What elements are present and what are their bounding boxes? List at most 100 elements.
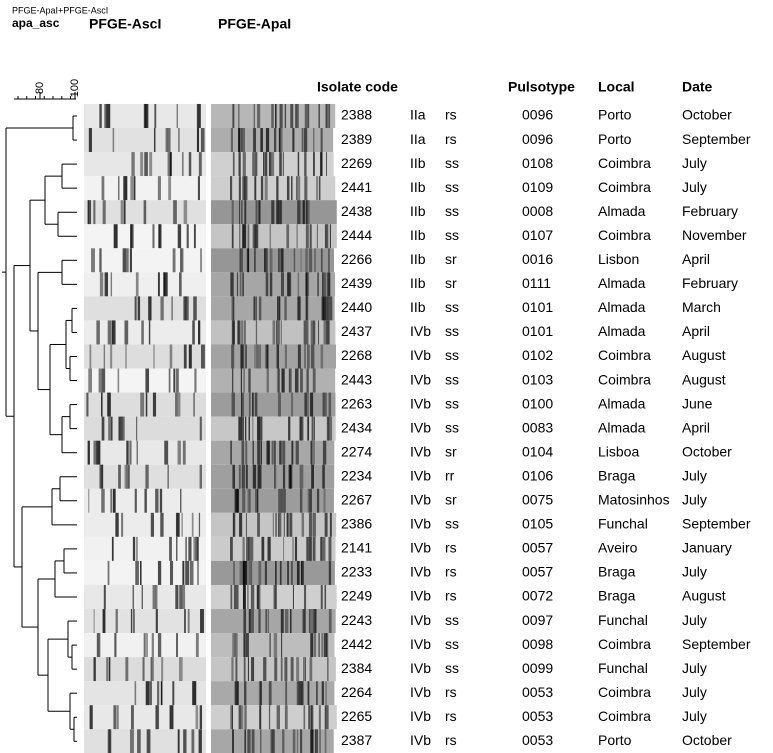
gel-band bbox=[247, 585, 248, 609]
gel-band bbox=[326, 152, 327, 176]
cell-local: Almada bbox=[598, 419, 646, 435]
gel-band bbox=[114, 224, 118, 248]
gel-lane bbox=[211, 561, 335, 585]
gel-band bbox=[103, 609, 106, 633]
gel-band bbox=[280, 561, 282, 585]
gel-band bbox=[143, 657, 145, 681]
gel-lane bbox=[84, 657, 206, 681]
cell-source: rs bbox=[445, 540, 457, 556]
gel-band bbox=[257, 465, 259, 489]
gel-band bbox=[200, 465, 202, 489]
cell-date: October bbox=[682, 732, 732, 748]
gel-lane bbox=[211, 369, 335, 393]
gel-band bbox=[274, 128, 276, 152]
cell-pulsotype: 0102 bbox=[522, 347, 553, 363]
gel-band bbox=[322, 344, 323, 368]
gel-lane bbox=[211, 128, 333, 152]
gel-band bbox=[116, 609, 118, 633]
gel-band bbox=[182, 152, 183, 176]
gel-band bbox=[170, 705, 174, 729]
gel-band bbox=[192, 681, 196, 705]
gel-band bbox=[88, 369, 92, 393]
cell-code: 2269 bbox=[341, 155, 372, 171]
cell-source: sr bbox=[445, 275, 457, 291]
gel-band bbox=[199, 513, 200, 537]
gel-band bbox=[321, 248, 323, 272]
gel-band bbox=[298, 344, 301, 368]
gel-band bbox=[233, 561, 234, 585]
gel-band bbox=[244, 681, 246, 705]
gel-band bbox=[93, 200, 95, 224]
gel-band bbox=[285, 344, 287, 368]
gel-band bbox=[281, 633, 282, 657]
gel-band bbox=[131, 152, 134, 176]
gel-band bbox=[244, 176, 247, 200]
gel-band bbox=[241, 417, 244, 441]
gel-band bbox=[274, 633, 277, 657]
gel-band bbox=[291, 657, 293, 681]
gel-band bbox=[118, 465, 121, 489]
gel-band bbox=[291, 176, 292, 200]
gel-band bbox=[263, 657, 266, 681]
gel-band bbox=[260, 705, 261, 729]
gel-band bbox=[94, 657, 96, 681]
gel-band bbox=[241, 393, 242, 417]
gel-band bbox=[194, 224, 196, 248]
gel-band bbox=[328, 537, 331, 561]
gel-band bbox=[317, 489, 319, 513]
gel-band bbox=[310, 224, 312, 248]
cell-code: 2441 bbox=[341, 179, 372, 195]
gel-band bbox=[304, 585, 306, 609]
gel-band bbox=[125, 344, 126, 368]
cell-local: Matosinhos bbox=[598, 492, 670, 508]
cell-pulsotype: 0099 bbox=[522, 660, 553, 676]
gel-band bbox=[301, 417, 304, 441]
gel-band bbox=[280, 104, 283, 128]
gel-band bbox=[114, 633, 116, 657]
gel-band bbox=[230, 176, 231, 200]
gel-band bbox=[181, 585, 182, 609]
cell-pulsotype: 0008 bbox=[522, 203, 553, 219]
gel-band bbox=[109, 657, 110, 681]
gel-band bbox=[304, 128, 307, 152]
gel-band bbox=[295, 369, 298, 393]
gel-band bbox=[321, 633, 323, 657]
gel-band bbox=[248, 561, 251, 585]
gel-band bbox=[123, 248, 126, 272]
cell-serotype: IVb bbox=[410, 419, 431, 435]
gel-lane bbox=[84, 513, 206, 537]
gel-band bbox=[241, 705, 243, 729]
gel-lane bbox=[211, 489, 334, 513]
gel-band bbox=[243, 633, 245, 657]
gel-band bbox=[156, 609, 158, 633]
gel-band bbox=[273, 320, 276, 344]
gel-band bbox=[106, 657, 109, 681]
gel-band bbox=[131, 705, 134, 729]
gel-lane bbox=[84, 441, 206, 465]
gel-band bbox=[101, 489, 105, 513]
gel-band bbox=[327, 224, 329, 248]
gel-band bbox=[118, 369, 120, 393]
cell-source: rs bbox=[445, 564, 457, 580]
gel-lane bbox=[211, 417, 336, 441]
gel-band bbox=[259, 296, 261, 320]
gel-band bbox=[260, 344, 261, 368]
cell-source: ss bbox=[445, 347, 459, 363]
gel-band bbox=[183, 729, 186, 753]
gel-band bbox=[325, 681, 326, 705]
gel-band bbox=[293, 585, 294, 609]
gel-band bbox=[129, 441, 131, 465]
cell-serotype: IVb bbox=[410, 660, 431, 676]
gel-band bbox=[318, 104, 320, 128]
gel-band bbox=[239, 176, 241, 200]
gel-band bbox=[135, 296, 137, 320]
gel-band bbox=[88, 489, 89, 513]
gel-band bbox=[123, 417, 125, 441]
gel-band bbox=[231, 128, 233, 152]
gel-band bbox=[329, 296, 332, 320]
cell-pulsotype: 0096 bbox=[522, 107, 553, 123]
gel-band bbox=[188, 609, 190, 633]
gel-lane bbox=[211, 296, 335, 320]
gel-band bbox=[256, 296, 257, 320]
gel-band bbox=[313, 152, 315, 176]
